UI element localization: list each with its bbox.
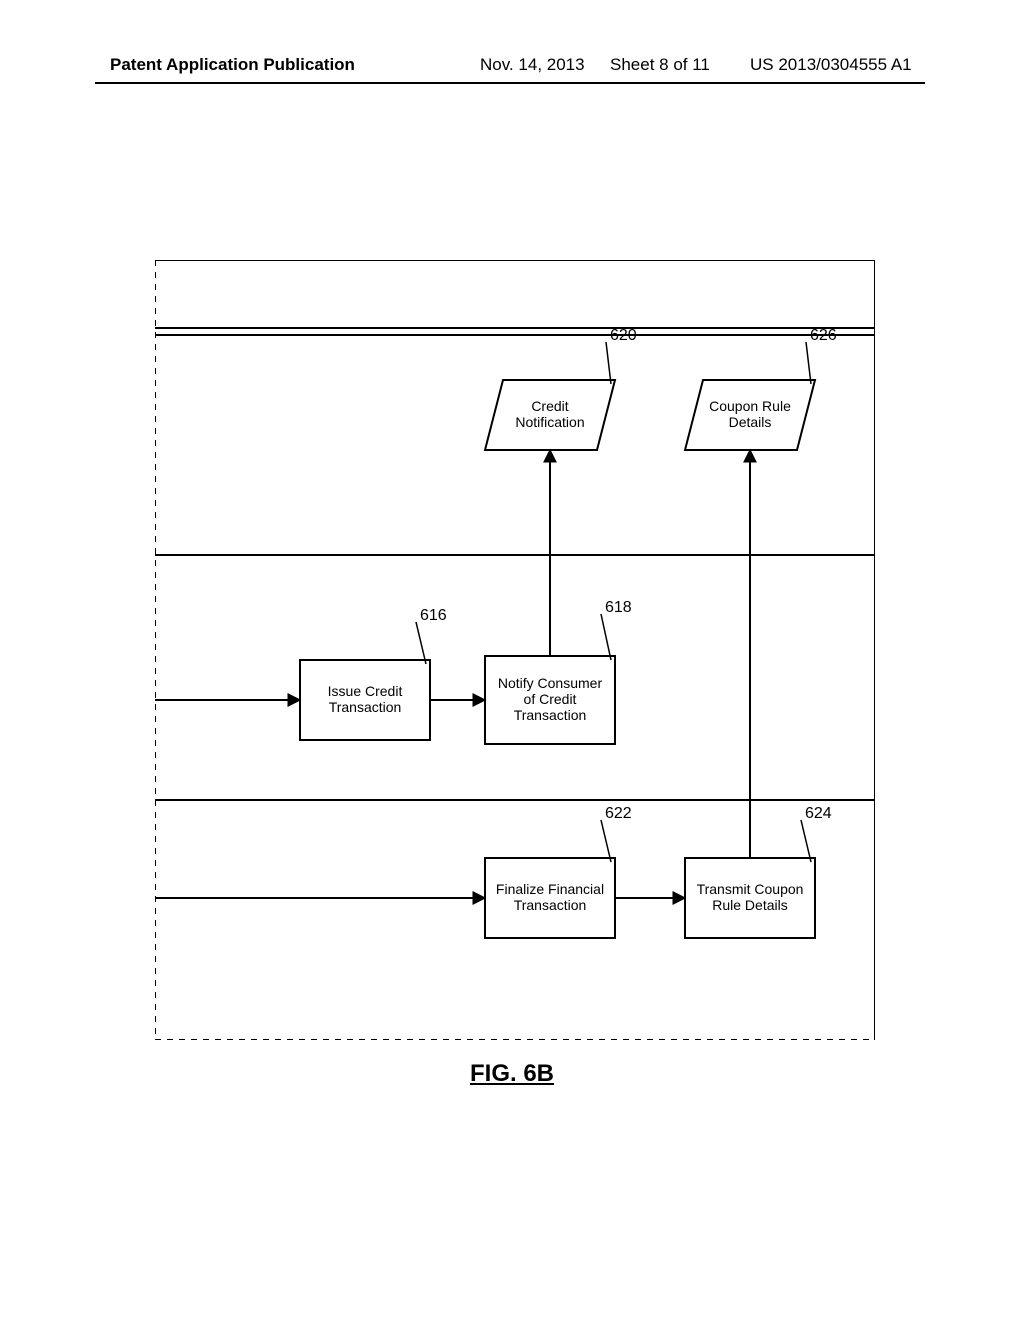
- svg-text:616: 616: [420, 607, 447, 624]
- svg-text:Coupon Rule: Coupon Rule: [709, 398, 791, 414]
- svg-text:Credit: Credit: [531, 398, 568, 414]
- svg-text:Details: Details: [729, 414, 772, 430]
- svg-text:Transaction: Transaction: [514, 707, 587, 723]
- svg-text:Transmit Coupon: Transmit Coupon: [697, 881, 804, 897]
- svg-text:620: 620: [610, 327, 637, 344]
- svg-text:Issue Credit: Issue Credit: [328, 683, 403, 699]
- sheet-number: Sheet 8 of 11: [610, 55, 710, 75]
- figure-label: FIG. 6B: [470, 1060, 554, 1088]
- svg-text:622: 622: [605, 805, 632, 822]
- svg-text:Rule Details: Rule Details: [712, 897, 787, 913]
- svg-text:Transaction: Transaction: [329, 699, 402, 715]
- header-divider: [95, 82, 925, 84]
- publication-date: Nov. 14, 2013: [480, 55, 585, 75]
- svg-text:Notify Consumer: Notify Consumer: [498, 675, 603, 691]
- svg-text:618: 618: [605, 599, 632, 616]
- svg-text:Finalize Financial: Finalize Financial: [496, 881, 604, 897]
- publication-number: US 2013/0304555 A1: [750, 55, 912, 75]
- flowchart-svg: Issue CreditTransaction616Notify Consume…: [155, 260, 875, 1040]
- svg-text:Notification: Notification: [515, 414, 584, 430]
- svg-text:626: 626: [810, 327, 837, 344]
- svg-text:of Credit: of Credit: [524, 691, 577, 707]
- svg-text:624: 624: [805, 805, 832, 822]
- svg-text:Transaction: Transaction: [514, 897, 587, 913]
- diagram-frame: Issue CreditTransaction616Notify Consume…: [155, 260, 875, 1040]
- publication-type: Patent Application Publication: [110, 55, 355, 75]
